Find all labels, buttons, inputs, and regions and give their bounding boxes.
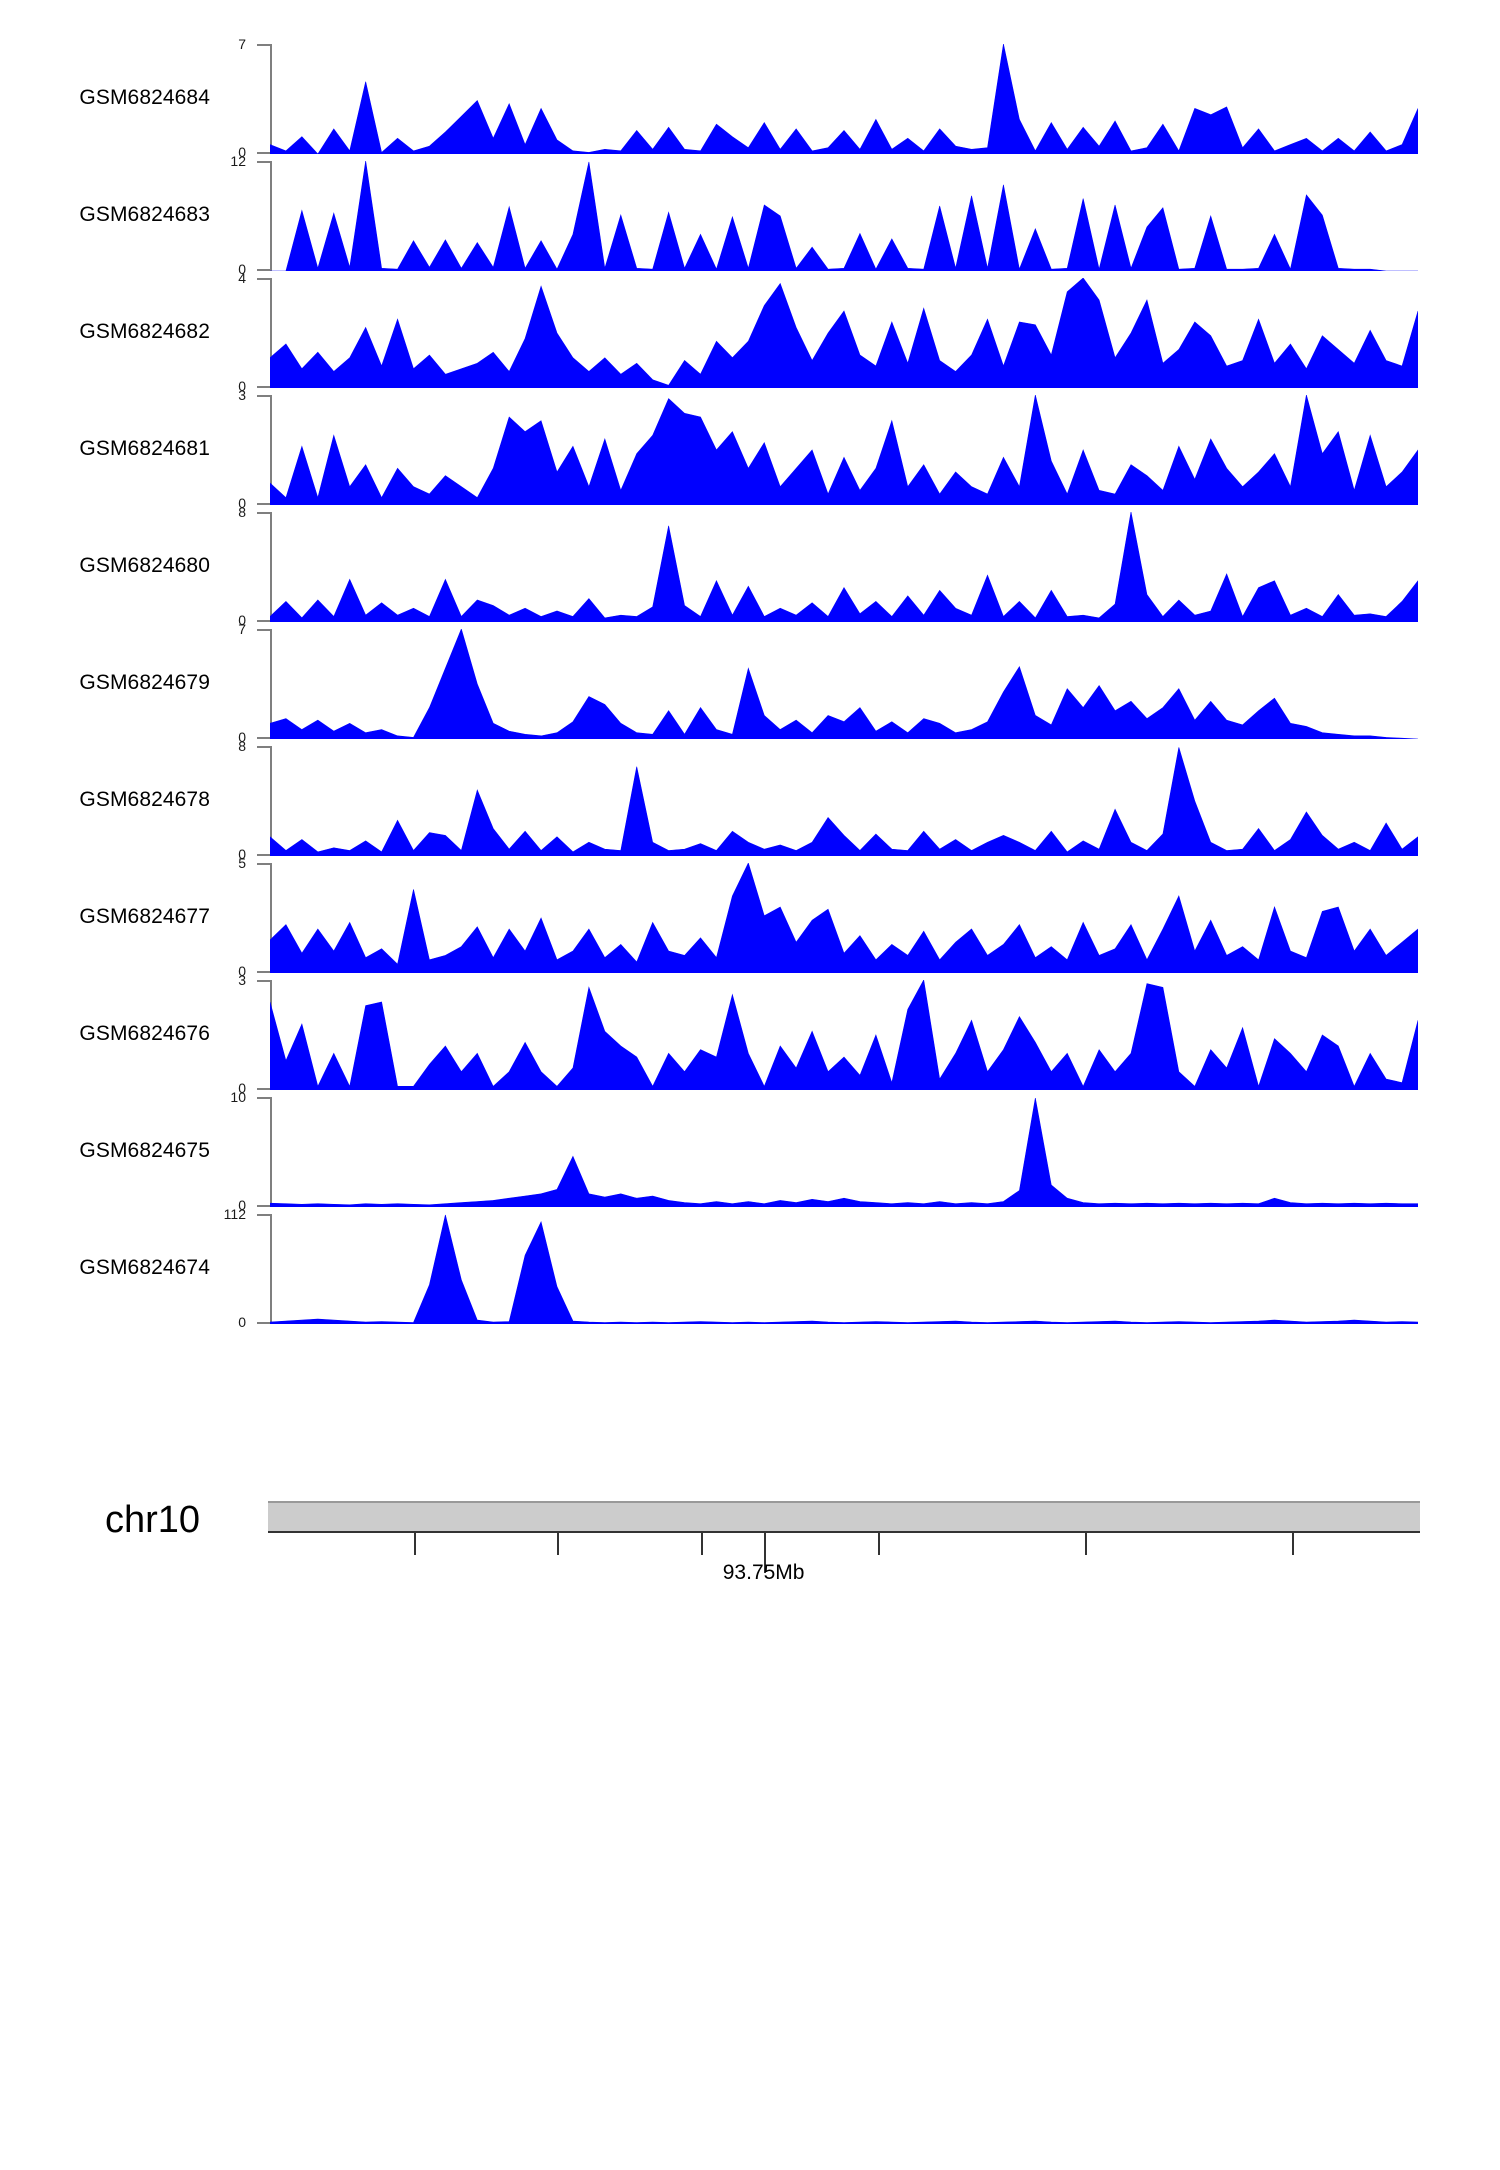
y-axis-spine <box>270 746 272 856</box>
coverage-area-plot <box>270 746 1418 856</box>
y-axis-spine <box>270 629 272 739</box>
y-axis-min-tick <box>257 386 271 388</box>
y-axis-max-tick <box>257 746 271 748</box>
coverage-area-plot <box>270 278 1418 388</box>
y-axis-max-label: 3 <box>238 387 246 403</box>
y-axis-max-label: 7 <box>238 621 246 637</box>
y-axis-max-tick <box>257 395 271 397</box>
y-axis-max-label: 8 <box>238 738 246 754</box>
coverage-area-plot <box>270 980 1418 1090</box>
y-axis-min-tick <box>257 620 271 622</box>
y-axis-min-label: 0 <box>238 729 246 745</box>
y-axis-min-label: 0 <box>238 846 246 862</box>
y-axis-max-tick <box>257 863 271 865</box>
y-axis-max-tick <box>257 278 271 280</box>
y-axis-max-label: 5 <box>238 855 246 871</box>
y-axis-max-tick <box>257 1097 271 1099</box>
coverage-track: GSM6824678 8 0 <box>0 738 1500 862</box>
y-axis-max-tick <box>257 512 271 514</box>
track-sample-label: GSM6824683 <box>79 203 210 226</box>
y-axis-min-label: 0 <box>238 1314 246 1330</box>
y-axis-min-label: 0 <box>238 378 246 394</box>
coverage-area-plot <box>270 1097 1418 1207</box>
chromosome-major-tick <box>763 1533 766 1573</box>
y-axis-min-tick <box>257 1205 271 1207</box>
y-axis-min-label: 0 <box>238 1080 246 1096</box>
y-axis-spine <box>270 44 272 154</box>
y-axis-min-tick <box>257 737 271 739</box>
track-sample-label: GSM6824677 <box>79 905 210 928</box>
coverage-track: GSM6824681 3 0 <box>0 387 1500 511</box>
y-axis-min-label: 0 <box>238 495 246 511</box>
coverage-area-plot <box>270 863 1418 973</box>
coverage-track: GSM6824675 10 0 <box>0 1089 1500 1213</box>
chromosome-ideogram: chr10 93.75Mb <box>0 1481 1500 1651</box>
y-axis-max-tick <box>257 44 271 46</box>
y-axis-spine <box>270 161 272 271</box>
y-axis-max-label: 3 <box>238 972 246 988</box>
chromosome-minor-tick <box>700 1533 703 1555</box>
chromosome-minor-tick <box>557 1533 559 1555</box>
y-axis-min-label: 0 <box>238 963 246 979</box>
y-axis-max-label: 112 <box>223 1206 246 1222</box>
coverage-track: GSM6824679 7 0 <box>0 621 1500 745</box>
y-axis-min-label: 0 <box>238 261 246 277</box>
y-axis-min-label: 0 <box>238 144 246 160</box>
coverage-track: GSM6824683 12 0 <box>0 153 1500 277</box>
y-axis-min-tick <box>257 152 271 154</box>
coverage-area-plot <box>270 161 1418 271</box>
y-axis-max-label: 12 <box>230 153 246 169</box>
coverage-area-plot <box>270 44 1418 154</box>
chromosome-name-label: chr10 <box>104 1499 200 1541</box>
y-axis-spine <box>270 1214 272 1324</box>
coverage-track: GSM6824677 5 0 <box>0 855 1500 979</box>
track-sample-label: GSM6824681 <box>79 437 210 460</box>
coverage-track: GSM6824684 7 0 <box>0 36 1500 160</box>
y-axis-spine <box>270 1097 272 1207</box>
chromosome-position-label: 93.75Mb <box>722 1561 805 1584</box>
track-sample-label: GSM6824684 <box>79 86 210 109</box>
chromosome-minor-tick <box>413 1533 416 1555</box>
y-axis-min-tick <box>257 1088 271 1090</box>
y-axis-min-label: 0 <box>238 1197 246 1213</box>
coverage-track: GSM6824674 112 0 <box>0 1206 1500 1330</box>
chromosome-minor-tick <box>878 1533 881 1555</box>
coverage-area-plot <box>270 395 1418 505</box>
y-axis-min-tick <box>257 269 271 271</box>
y-axis-max-label: 4 <box>238 270 246 286</box>
y-axis-max-tick <box>257 1214 271 1216</box>
chromosome-bar[interactable] <box>268 1501 1420 1533</box>
y-axis-min-tick <box>257 1322 271 1324</box>
track-sample-label: GSM6824676 <box>79 1022 210 1045</box>
track-sample-label: GSM6824679 <box>79 671 210 694</box>
y-axis-max-label: 8 <box>238 504 246 520</box>
y-axis-min-tick <box>257 971 271 973</box>
coverage-track: GSM6824680 8 0 <box>0 504 1500 628</box>
coverage-track: GSM6824682 4 0 <box>0 270 1500 394</box>
track-sample-label: GSM6824674 <box>79 1256 210 1279</box>
y-axis-spine <box>270 278 272 388</box>
y-axis-spine <box>270 395 272 505</box>
coverage-area-plot <box>270 1214 1418 1324</box>
coverage-area-plot <box>270 512 1418 622</box>
y-axis-max-tick <box>257 161 271 163</box>
y-axis-min-label: 0 <box>238 612 246 628</box>
y-axis-max-tick <box>257 980 271 982</box>
y-axis-min-tick <box>257 503 271 505</box>
y-axis-spine <box>270 863 272 973</box>
y-axis-max-tick <box>257 629 271 631</box>
coverage-track: GSM6824676 3 0 <box>0 972 1500 1096</box>
track-sample-label: GSM6824678 <box>79 788 210 811</box>
y-axis-min-tick <box>257 854 271 856</box>
y-axis-spine <box>270 512 272 622</box>
y-axis-max-label: 7 <box>238 36 246 52</box>
track-sample-label: GSM6824675 <box>79 1139 210 1162</box>
coverage-area-plot <box>270 629 1418 739</box>
chromosome-minor-tick <box>1291 1533 1294 1555</box>
track-sample-label: GSM6824680 <box>79 554 210 577</box>
y-axis-max-label: 10 <box>230 1089 246 1105</box>
track-sample-label: GSM6824682 <box>79 320 210 343</box>
chromosome-minor-tick <box>1085 1533 1088 1555</box>
